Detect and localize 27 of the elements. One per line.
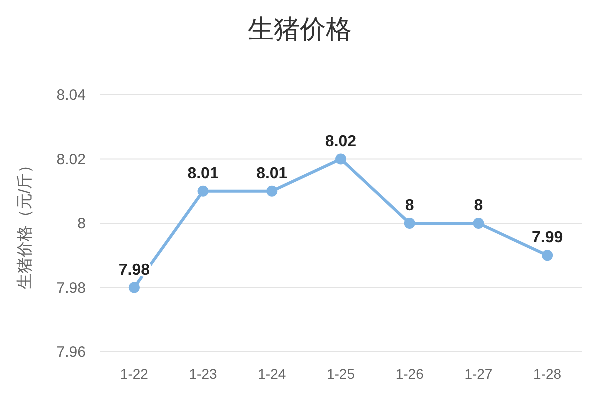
y-tick-label: 8.04 [56, 87, 86, 104]
point [336, 154, 346, 165]
point [198, 186, 209, 197]
x-tick-label: 1-23 [189, 366, 218, 382]
chart-title: 生猪价格 [248, 14, 352, 44]
point [473, 218, 484, 229]
data-label: 8.01 [256, 165, 288, 182]
data-label: 8.01 [188, 165, 219, 182]
y-axis-title: 生猪价格（元/斤） [16, 157, 34, 290]
y-tick-label: 7.96 [56, 344, 86, 361]
x-tick-label: 1-24 [258, 366, 286, 382]
point [542, 250, 554, 262]
x-tick-label: 1-22 [120, 366, 149, 382]
data-label: 8 [474, 198, 484, 214]
data-label: 8.02 [325, 133, 357, 150]
data-label: 7.99 [532, 230, 564, 247]
x-tick-label: 1-27 [464, 366, 493, 382]
x-tick-label: 1-26 [396, 366, 424, 382]
x-tick-label: 1-28 [534, 366, 562, 382]
data-label: 8 [405, 198, 414, 214]
point [266, 186, 278, 197]
y-tick-label: 7.98 [56, 280, 86, 297]
point [128, 282, 140, 294]
point [404, 218, 416, 229]
y-tick-label: 8.02 [56, 151, 86, 168]
x-tick-label: 1-25 [326, 366, 356, 382]
y-tick-label: 8 [78, 216, 86, 232]
